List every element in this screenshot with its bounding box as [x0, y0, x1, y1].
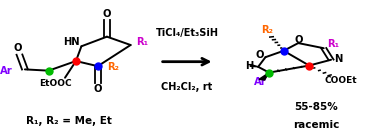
Text: R₁: R₁ [327, 39, 339, 49]
Text: COOEt: COOEt [325, 76, 358, 85]
Text: O: O [256, 50, 264, 60]
Text: R₂: R₂ [261, 25, 273, 35]
Text: O: O [295, 35, 303, 45]
Polygon shape [259, 73, 269, 80]
Text: H: H [245, 61, 253, 71]
Text: R₁, R₂ = Me, Et: R₁, R₂ = Me, Et [26, 116, 112, 126]
Text: O: O [93, 84, 102, 94]
Text: TiCl₄/Et₃SiH: TiCl₄/Et₃SiH [156, 29, 218, 38]
Text: N: N [334, 54, 342, 64]
Text: Ar: Ar [254, 77, 266, 87]
Text: O: O [103, 9, 111, 19]
Text: 55-85%: 55-85% [294, 102, 338, 112]
Polygon shape [250, 65, 258, 67]
Text: CH₂Cl₂, rt: CH₂Cl₂, rt [161, 82, 213, 92]
Text: O: O [13, 43, 22, 53]
Text: R₂: R₂ [107, 62, 119, 72]
Text: HN: HN [63, 37, 80, 47]
Text: EtOOC: EtOOC [40, 79, 72, 88]
Text: Ar: Ar [0, 66, 13, 76]
Text: racemic: racemic [293, 120, 340, 129]
Text: R₁: R₁ [136, 37, 148, 47]
